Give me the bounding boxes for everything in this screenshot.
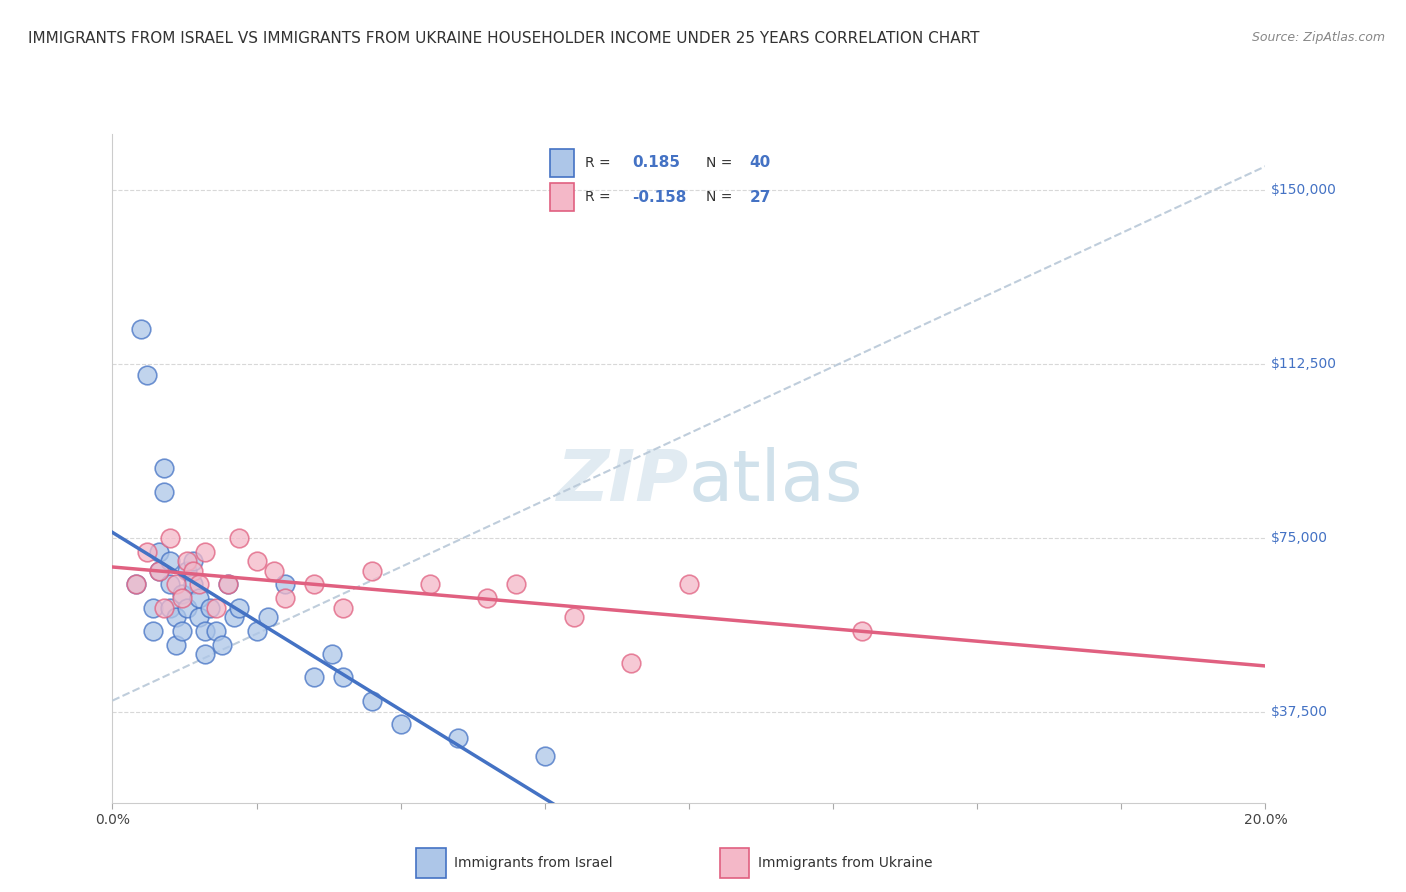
Point — [263, 564, 285, 578]
Point — [165, 638, 187, 652]
Point — [142, 600, 165, 615]
Point — [228, 531, 250, 545]
Point — [142, 624, 165, 638]
Text: -0.158: -0.158 — [631, 190, 686, 205]
Point — [274, 591, 297, 606]
Point — [245, 554, 267, 568]
Text: 0.185: 0.185 — [631, 155, 679, 170]
Point — [194, 647, 217, 661]
Point — [165, 577, 187, 591]
Text: ZIP: ZIP — [557, 447, 689, 516]
Point — [188, 591, 211, 606]
Point — [304, 577, 326, 591]
Text: Immigrants from Ukraine: Immigrants from Ukraine — [758, 856, 932, 870]
Point — [159, 554, 181, 568]
Point — [148, 564, 170, 578]
Point — [257, 610, 280, 624]
Point — [176, 554, 198, 568]
Text: R =: R = — [585, 190, 616, 204]
Point — [360, 693, 382, 707]
Point — [148, 545, 170, 559]
Point — [153, 600, 176, 615]
Point — [678, 577, 700, 591]
FancyBboxPatch shape — [550, 149, 574, 177]
Point — [165, 610, 187, 624]
Point — [245, 624, 267, 638]
Point — [304, 670, 326, 684]
Point — [159, 531, 181, 545]
Point — [217, 577, 239, 591]
Point — [360, 564, 382, 578]
Point — [181, 564, 204, 578]
Point — [205, 624, 228, 638]
Text: 27: 27 — [749, 190, 770, 205]
Point — [200, 600, 222, 615]
Point — [205, 600, 228, 615]
Point — [332, 670, 354, 684]
Point — [321, 647, 343, 661]
Text: $112,500: $112,500 — [1271, 357, 1337, 371]
Point — [159, 577, 181, 591]
Point — [274, 577, 297, 591]
Point — [533, 749, 555, 764]
FancyBboxPatch shape — [550, 184, 574, 211]
Point — [159, 600, 181, 615]
Text: Immigrants from Israel: Immigrants from Israel — [454, 856, 613, 870]
Point — [228, 600, 250, 615]
Point — [389, 716, 412, 731]
Point — [153, 484, 176, 499]
Text: R =: R = — [585, 156, 616, 170]
Point — [176, 564, 198, 578]
Text: $37,500: $37,500 — [1271, 706, 1329, 719]
Text: N =: N = — [706, 156, 737, 170]
Point — [148, 564, 170, 578]
Point — [419, 577, 441, 591]
Point — [181, 577, 204, 591]
Point — [181, 554, 204, 568]
Point — [222, 610, 245, 624]
Text: $150,000: $150,000 — [1271, 183, 1337, 196]
FancyBboxPatch shape — [720, 847, 749, 879]
Text: 40: 40 — [749, 155, 770, 170]
Point — [562, 610, 585, 624]
Point — [505, 577, 527, 591]
Point — [176, 600, 198, 615]
Point — [217, 577, 239, 591]
Point — [194, 624, 217, 638]
Point — [475, 591, 498, 606]
Text: N =: N = — [706, 190, 737, 204]
Text: Source: ZipAtlas.com: Source: ZipAtlas.com — [1251, 31, 1385, 45]
Point — [332, 600, 354, 615]
Point — [129, 322, 153, 336]
Point — [124, 577, 146, 591]
FancyBboxPatch shape — [416, 847, 446, 879]
Point — [851, 624, 873, 638]
Point — [447, 731, 470, 745]
Point — [211, 638, 233, 652]
Text: $75,000: $75,000 — [1271, 531, 1329, 545]
Point — [194, 545, 217, 559]
Text: IMMIGRANTS FROM ISRAEL VS IMMIGRANTS FROM UKRAINE HOUSEHOLDER INCOME UNDER 25 YE: IMMIGRANTS FROM ISRAEL VS IMMIGRANTS FRO… — [28, 31, 980, 46]
Text: atlas: atlas — [689, 447, 863, 516]
Point — [620, 657, 643, 671]
Point — [124, 577, 146, 591]
Point — [170, 591, 193, 606]
Point — [136, 368, 159, 383]
Point — [188, 610, 211, 624]
Point — [136, 545, 159, 559]
Point — [153, 461, 176, 475]
Point — [188, 577, 211, 591]
Point — [170, 624, 193, 638]
Point — [170, 587, 193, 601]
